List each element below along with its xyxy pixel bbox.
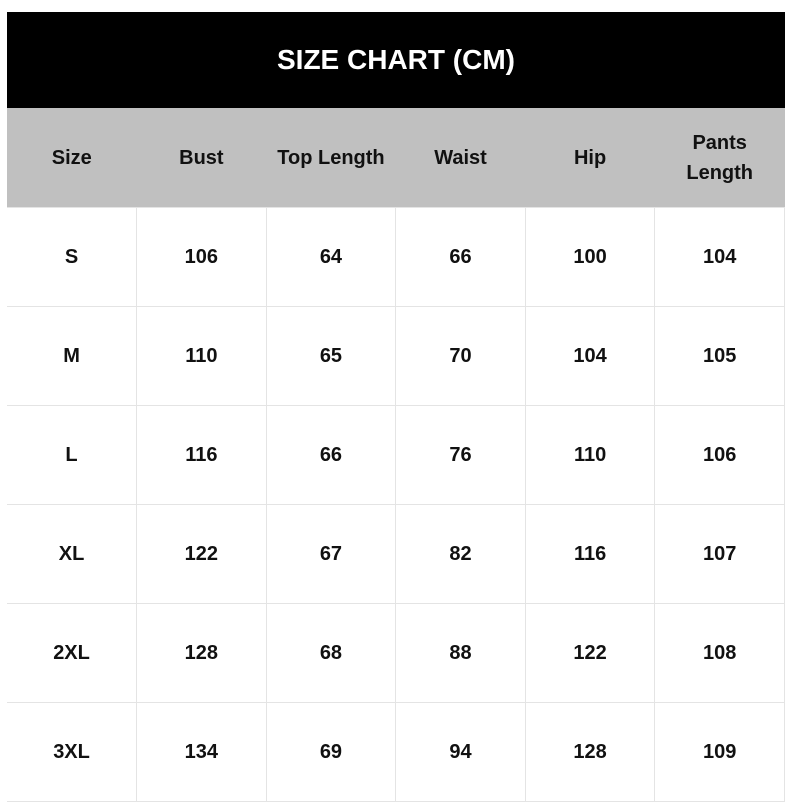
cell-hip: 100 <box>524 207 656 307</box>
header-bust: Bust <box>136 108 267 208</box>
cell-pants-length: 106 <box>654 405 785 505</box>
table-row: L 116 66 76 110 106 <box>7 405 785 505</box>
cell-bust: 116 <box>136 405 267 505</box>
cell-size: 2XL <box>7 603 138 703</box>
table-row: 3XL 134 69 94 128 109 <box>7 702 785 802</box>
cell-top-length: 67 <box>265 504 397 604</box>
cell-bust: 128 <box>136 603 267 703</box>
cell-top-length: 65 <box>265 306 397 406</box>
cell-top-length: 69 <box>265 702 397 802</box>
cell-hip: 122 <box>524 603 656 703</box>
cell-size: M <box>7 306 138 406</box>
table-row: XL 122 67 82 116 107 <box>7 504 785 604</box>
chart-title: SIZE CHART (CM) <box>7 12 785 108</box>
cell-bust: 122 <box>136 504 267 604</box>
cell-waist: 82 <box>395 504 526 604</box>
cell-pants-length: 107 <box>654 504 785 604</box>
cell-bust: 106 <box>136 207 267 307</box>
cell-waist: 70 <box>395 306 526 406</box>
size-table: Size Bust Top Length Waist Hip Pants Len… <box>7 108 785 802</box>
cell-waist: 66 <box>395 207 526 307</box>
header-row: Size Bust Top Length Waist Hip Pants Len… <box>7 108 785 208</box>
cell-pants-length: 108 <box>654 603 785 703</box>
cell-size: L <box>7 405 138 505</box>
size-chart: SIZE CHART (CM) Size Bust Top Length Wai… <box>7 12 785 802</box>
cell-hip: 116 <box>524 504 656 604</box>
cell-hip: 110 <box>524 405 656 505</box>
cell-waist: 88 <box>395 603 526 703</box>
header-top-length: Top Length <box>266 108 396 208</box>
cell-size: 3XL <box>7 702 138 802</box>
header-size: Size <box>7 108 137 208</box>
cell-pants-length: 104 <box>654 207 785 307</box>
cell-top-length: 64 <box>265 207 397 307</box>
cell-pants-length: 105 <box>654 306 785 406</box>
cell-pants-length: 109 <box>654 702 785 802</box>
cell-top-length: 66 <box>265 405 397 505</box>
table-row: S 106 64 66 100 104 <box>7 207 785 307</box>
cell-waist: 94 <box>395 702 526 802</box>
cell-bust: 110 <box>136 306 267 406</box>
cell-size: S <box>7 207 138 307</box>
cell-hip: 128 <box>524 702 656 802</box>
cell-hip: 104 <box>524 306 656 406</box>
header-hip: Hip <box>525 108 655 208</box>
table-row: 2XL 128 68 88 122 108 <box>7 603 785 703</box>
cell-size: XL <box>7 504 138 604</box>
cell-top-length: 68 <box>265 603 397 703</box>
cell-bust: 134 <box>136 702 267 802</box>
header-waist: Waist <box>395 108 526 208</box>
cell-waist: 76 <box>395 405 526 505</box>
table-row: M 110 65 70 104 105 <box>7 306 785 406</box>
header-pants-length: Pants Length <box>654 108 785 208</box>
